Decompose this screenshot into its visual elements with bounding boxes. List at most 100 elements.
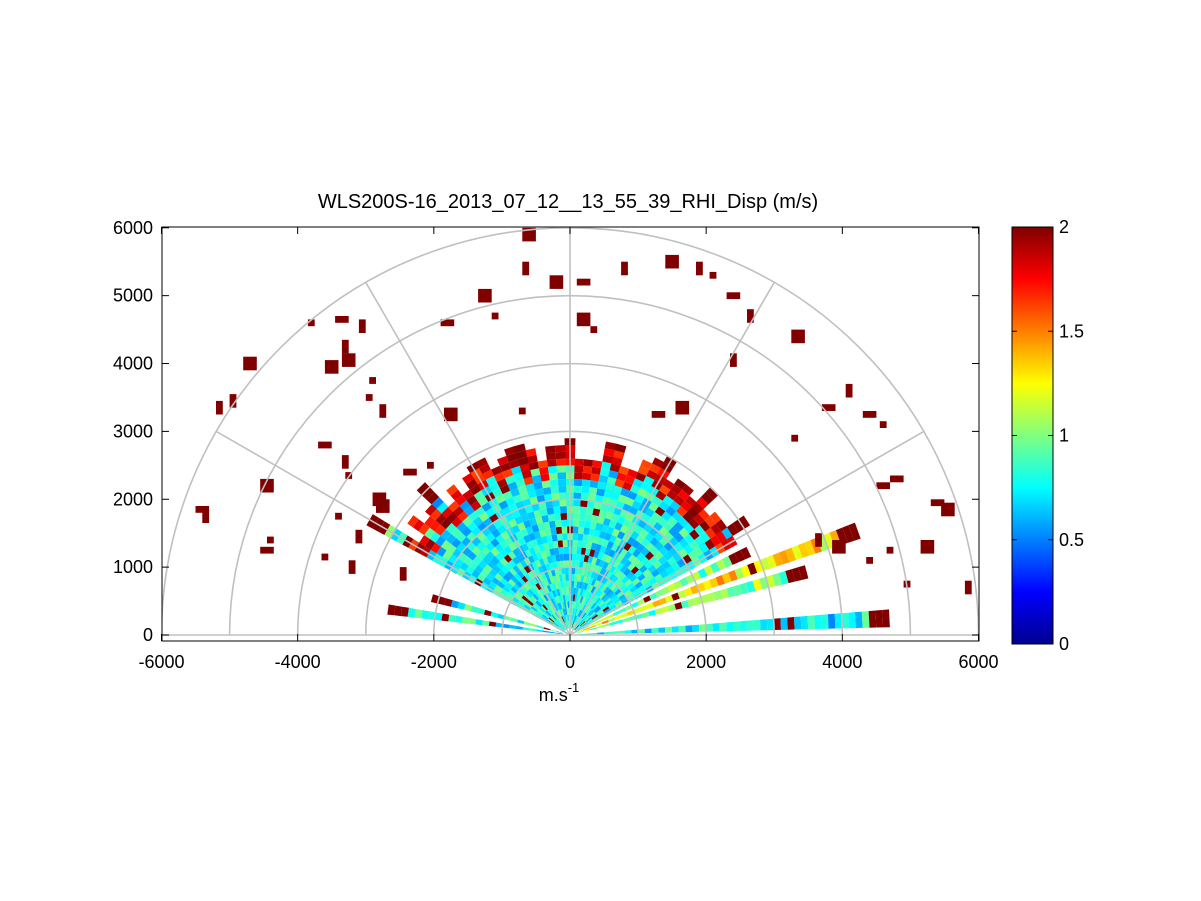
scan-cell: [612, 610, 620, 617]
fan-cell: [590, 542, 598, 551]
colorbar-ticks: 0 0.5 1 1.5 2: [1012, 217, 1084, 654]
scan-cell: [705, 623, 713, 632]
fan-cell: [555, 445, 566, 453]
fan-cell: [573, 615, 576, 622]
fan-cell: [560, 602, 564, 609]
fan-cell: [593, 529, 601, 538]
fan-cell: [715, 519, 728, 532]
fan-cell: [547, 541, 554, 550]
saturated-patch: [348, 560, 356, 574]
scan-cell: [434, 612, 443, 621]
fan-cell: [603, 586, 610, 594]
fan-cell: [459, 562, 469, 572]
fan-cell: [570, 621, 572, 629]
fan-cell: [583, 459, 594, 467]
saturated-patch: [621, 261, 628, 276]
fan-cell: [565, 573, 569, 581]
fan-cell: [589, 480, 599, 489]
fan-cell: [525, 526, 534, 535]
fan-cell: [571, 614, 574, 622]
fan-cell: [518, 537, 526, 546]
scan-cell: [842, 525, 855, 543]
fan-cell: [551, 590, 557, 598]
fan-cell: [556, 458, 566, 466]
fan-cell: [545, 563, 551, 571]
x-tick-label: 0: [565, 652, 575, 672]
scan-cell: [457, 602, 466, 610]
scan-cell: [610, 631, 618, 634]
fan-cell: [553, 612, 559, 619]
fan-cell: [602, 606, 610, 612]
fan-cell: [673, 532, 684, 543]
scan-cell: [522, 627, 530, 631]
fan-cell: [598, 509, 607, 518]
scan-cell: [671, 626, 679, 633]
fan-cell: [573, 492, 582, 500]
fan-cell: [558, 547, 564, 555]
fan-cell: [560, 581, 564, 589]
fan-cell: [517, 485, 528, 495]
scan-cell: [740, 565, 751, 578]
scan-cell: [637, 629, 645, 634]
saturated-patch: [791, 329, 805, 344]
fan-cell: [529, 517, 538, 527]
fan-cell: [503, 554, 512, 563]
fan-cell: [614, 600, 623, 607]
fan-cell: [513, 583, 521, 591]
fan-cell: [663, 531, 674, 542]
fan-cell: [619, 548, 628, 557]
scan-cell: [661, 605, 670, 613]
scan-cell: [517, 456, 529, 466]
saturated-patch: [815, 533, 822, 547]
scan-cell: [436, 501, 449, 514]
fan-cell: [574, 574, 578, 582]
fan-cell: [599, 545, 607, 554]
fan-cell: [536, 551, 543, 560]
fan-cell: [579, 620, 585, 626]
fan-cell: [560, 624, 566, 631]
fan-cell: [576, 581, 580, 589]
fan-cell: [515, 478, 526, 488]
fan-cell: [639, 564, 648, 574]
fan-cell: [500, 588, 509, 596]
fan-cell: [619, 583, 627, 591]
fan-cell: [502, 490, 513, 501]
fan-cell: [662, 495, 674, 506]
fan-cell: [572, 519, 580, 527]
fan-cell: [602, 561, 609, 570]
fan-cell: [523, 476, 534, 486]
scan-cell: [665, 595, 674, 603]
fan-cell: [623, 542, 632, 552]
fan-cell: [559, 553, 565, 561]
fan-cell: [608, 573, 616, 582]
fan-cell: [587, 493, 597, 502]
fan-cell: [640, 556, 649, 565]
fan-cell: [643, 523, 653, 533]
fan-cell: [612, 567, 620, 576]
fan-cell: [565, 580, 569, 588]
fan-cell: [548, 562, 555, 570]
x-tick-label: -2000: [411, 652, 457, 672]
fan-cell: [560, 616, 565, 624]
scan-cell: [673, 580, 683, 590]
saturated-patch: [444, 407, 458, 422]
scan-cell: [470, 605, 479, 613]
fan-cell: [556, 561, 562, 569]
fan-cell: [678, 538, 689, 549]
fan-cell: [594, 607, 602, 613]
fan-cell: [499, 462, 511, 472]
fan-cell: [450, 527, 462, 538]
saturated-patch: [879, 421, 887, 428]
fan-cell: [676, 506, 688, 517]
fan-cell: [611, 575, 619, 584]
scan-cell: [746, 580, 756, 593]
fan-cell: [645, 551, 654, 561]
fan-cell: [624, 475, 636, 485]
fan-cell: [485, 542, 495, 552]
fan-cell: [556, 588, 561, 596]
scan-cell: [482, 620, 490, 626]
fan-cell: [709, 511, 722, 524]
fan-cell: [537, 460, 548, 469]
scan-cell: [549, 631, 557, 634]
fan-cell: [582, 465, 593, 474]
